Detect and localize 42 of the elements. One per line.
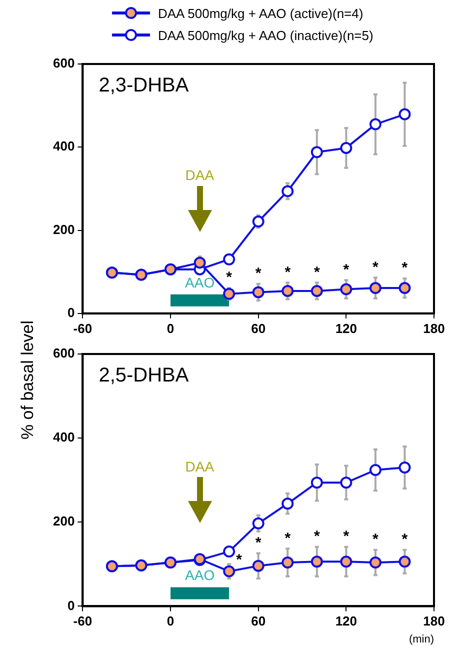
annotation: * [284,530,291,547]
annotation: * [343,261,350,278]
x-tick-label: -60 [73,614,92,629]
annotation: * [314,264,320,281]
x-tick-label: 120 [335,614,358,629]
y-axis-title: % of basal level [18,320,38,440]
annotation: * [255,534,262,552]
annotation: * [226,269,232,286]
legend-label: DAA 500mg/kg + AAO (inactive)(n=5) [158,28,374,42]
annotation: * [343,528,350,546]
x-tick-label: 180 [423,614,445,629]
text: 2,5-DHBA [98,364,190,387]
annotation: * [402,260,408,277]
x-tick-label: -60 [73,320,92,336]
y-tick-label: 200 [52,222,75,237]
x-tick-label: 120 [335,320,358,336]
annotation: * [372,531,379,548]
annotation: DAA [185,458,215,474]
x-tick-label: 180 [423,320,445,336]
legend-label: DAA 500mg/kg + AAO (active)(n=4) [158,6,364,20]
y-tick-label: 600 [52,346,75,361]
x-tick-label: 60 [251,614,266,629]
y-tick-label: 200 [52,514,75,529]
x-tick-label: 0 [166,320,174,336]
annotation: * [255,265,262,282]
annotation: * [402,531,408,548]
x-tick-label: 60 [251,320,266,336]
annotation: DAA [185,167,215,184]
x-axis-title: (min) [408,633,434,646]
band-label: AAO [185,567,215,584]
y-tick-label: 600 [52,56,75,71]
annotation: * [236,551,242,568]
annotation: * [314,528,320,546]
annotation: * [284,264,291,281]
y-tick-label: 0 [67,304,75,320]
band-label: AAO [185,274,215,290]
y-tick-label: 400 [52,138,75,154]
annotation: * [372,258,379,276]
text: 2,3-DHBA [98,74,190,97]
y-tick-label: 0 [67,598,75,613]
y-tick-label: 400 [52,430,75,445]
x-tick-label: 0 [166,614,174,629]
